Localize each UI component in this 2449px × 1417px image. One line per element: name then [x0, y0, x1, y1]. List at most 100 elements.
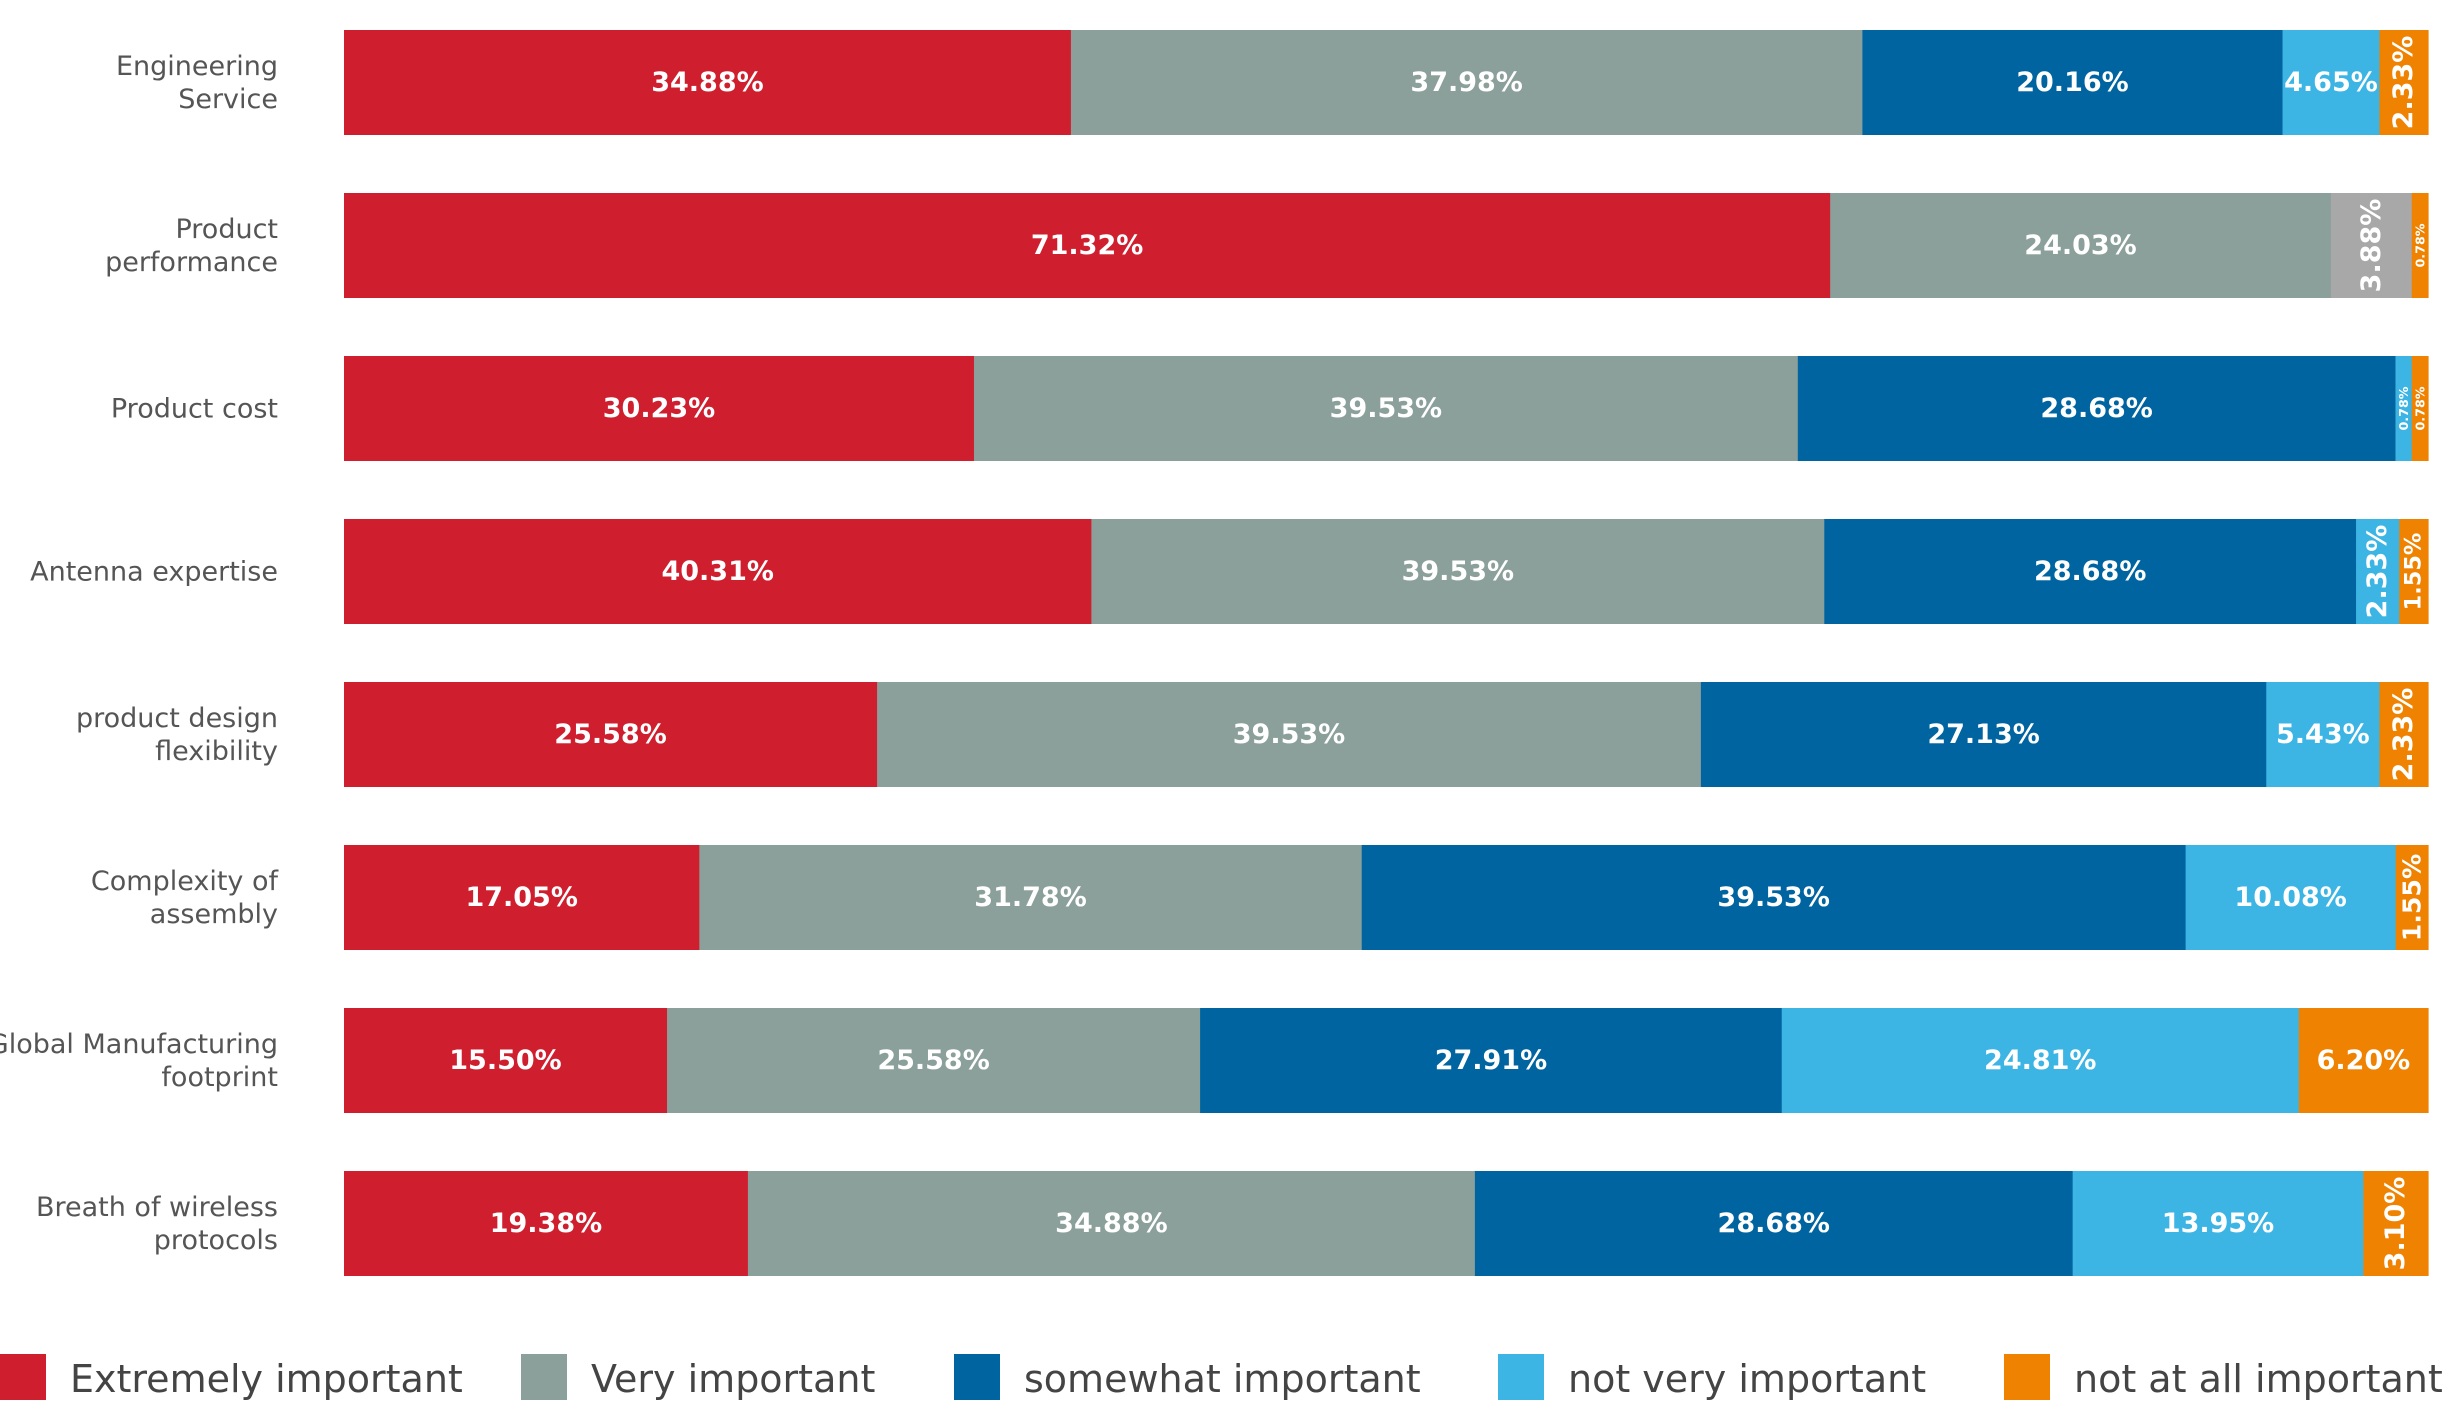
segment-label: 71.32%: [1031, 230, 1143, 261]
bar-segment: [2363, 1171, 2429, 1276]
segment-label: 39.53%: [1402, 556, 1514, 587]
segment-label: 27.13%: [1927, 719, 2039, 750]
segment-label: 2.33%: [2388, 688, 2419, 782]
segment-label: 3.88%: [2356, 199, 2387, 293]
segment-label: 30.23%: [603, 393, 715, 424]
bar-segment: [2411, 356, 2429, 461]
segment-label: 1.55%: [2397, 854, 2426, 941]
legend-label: Extremely important: [70, 1357, 463, 1401]
bar-segment: [1824, 519, 2357, 624]
bar-segment: [2379, 30, 2429, 135]
segment-label: 17.05%: [465, 882, 577, 913]
bar-segment: [2298, 1008, 2429, 1113]
segment-label: 1.55%: [2401, 533, 2427, 611]
segment-label: 27.91%: [1435, 1045, 1547, 1076]
bar-segment: [1200, 1008, 1783, 1113]
category-label: Breath of wireless protocols: [36, 1192, 278, 1256]
segment-label: 40.31%: [661, 556, 773, 587]
bar-segment: [747, 1171, 1476, 1276]
segment-label: 25.58%: [877, 1045, 989, 1076]
segment-label: 39.53%: [1330, 393, 1442, 424]
segment-label: 34.88%: [651, 67, 763, 98]
bar-segment: [2411, 193, 2429, 298]
category-label: Global Manufacturing footprint: [0, 1029, 278, 1093]
bar-segment: [2399, 519, 2429, 624]
bar-segment: [344, 845, 700, 950]
segment-label: 24.03%: [2024, 230, 2136, 261]
bar-segment: [1361, 845, 2187, 950]
legend-label: somewhat important: [1024, 1357, 1421, 1401]
segment-label: 20.16%: [2016, 67, 2128, 98]
bar-segment: [877, 682, 1702, 787]
bar-segment: [344, 519, 1092, 624]
segment-labels: 34.88% 37.98% 20.16% 4.65% 2.33% 71.32% 24.03%…: [449, 36, 2427, 1271]
category-label: product design flexibility: [76, 703, 278, 767]
legend-swatch: [521, 1354, 567, 1400]
category-label: Antenna expertise: [30, 557, 278, 588]
segment-label: 24.81%: [1984, 1045, 2096, 1076]
bar-segment: [1781, 1008, 2300, 1113]
bar-segment: [344, 30, 1072, 135]
bar-segments: [344, 30, 2429, 1276]
legend: Extremely important Very important somewha…: [0, 1354, 2443, 1401]
bar-segment: [2185, 845, 2397, 950]
segment-label: 28.68%: [1718, 1208, 1830, 1239]
segment-label: 4.65%: [2284, 67, 2378, 98]
segment-label: 25.58%: [554, 719, 666, 750]
segment-label: 39.53%: [1717, 882, 1829, 913]
bar-segment: [1474, 1171, 2074, 1276]
category-label: Complexity of assembly: [91, 866, 280, 930]
bar-segment: [1070, 30, 1863, 135]
bar-segment: [2330, 193, 2413, 298]
bar-segment: [344, 1171, 749, 1276]
bar-segment: [1091, 519, 1825, 624]
legend-label: not at all important: [2074, 1357, 2443, 1401]
bar-segment: [2379, 682, 2429, 787]
bar-segment: [1700, 682, 2267, 787]
bar-segment: [1797, 356, 2397, 461]
segment-label: 28.68%: [2034, 556, 2146, 587]
segment-label: 2.33%: [2388, 36, 2419, 130]
segment-label: 5.43%: [2276, 719, 2370, 750]
bar-segment: [344, 193, 1831, 298]
bar-segment: [973, 356, 1799, 461]
segment-label: 28.68%: [2040, 393, 2152, 424]
legend-swatch: [0, 1354, 46, 1400]
segment-label: 34.88%: [1055, 1208, 1167, 1239]
segment-label: 31.78%: [974, 882, 1086, 913]
segment-label: 15.50%: [449, 1045, 561, 1076]
bar-segment: [2282, 30, 2381, 135]
bar-segment: [2072, 1171, 2364, 1276]
segment-label: 0.78%: [2412, 223, 2427, 267]
legend-label: not very important: [1568, 1357, 1926, 1401]
category-label: Product performance: [105, 214, 278, 278]
category-label: Product cost: [111, 394, 278, 425]
bar-segment: [2356, 519, 2400, 624]
segment-label: 3.10%: [2380, 1177, 2411, 1271]
bar-segment: [2395, 356, 2413, 461]
segment-label: 0.78%: [2396, 386, 2411, 430]
bar-segment: [667, 1008, 1201, 1113]
segment-label: 13.95%: [2162, 1208, 2274, 1239]
bar-segment: [344, 356, 975, 461]
segment-label: 37.98%: [1410, 67, 1522, 98]
bar-segment: [1862, 30, 2284, 135]
legend-swatch: [954, 1354, 1000, 1400]
category-labels: Engineering Service Product performance Prod…: [0, 51, 279, 1256]
segment-label: 6.20%: [2317, 1045, 2411, 1076]
bar-segment: [699, 845, 1363, 950]
segment-label: 39.53%: [1233, 719, 1345, 750]
category-label: Engineering Service: [116, 51, 278, 115]
bar-segment: [344, 682, 878, 787]
bar-segment: [2395, 845, 2429, 950]
segment-label: 0.78%: [2412, 386, 2427, 430]
legend-swatch: [1498, 1354, 1544, 1400]
segment-label: 2.33%: [2362, 525, 2393, 619]
segment-label: 19.38%: [490, 1208, 602, 1239]
segment-label: 10.08%: [2234, 882, 2346, 913]
bar-segment: [344, 1008, 668, 1113]
legend-swatch: [2004, 1354, 2050, 1400]
bar-segment: [2266, 682, 2381, 787]
bar-segment: [1830, 193, 2332, 298]
